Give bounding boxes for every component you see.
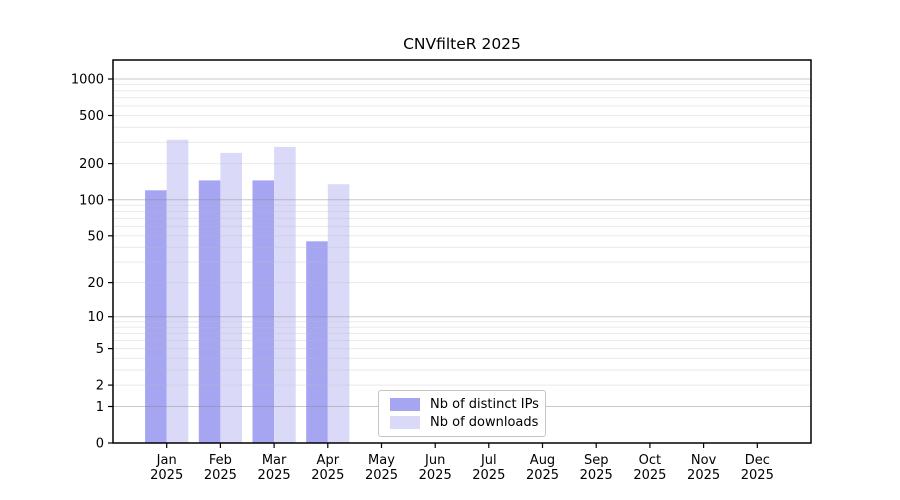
y-tick-label: 2 <box>96 379 104 394</box>
x-tick-label-year: 2025 <box>526 468 559 483</box>
legend-label-distinct-ips: Nb of distinct IPs <box>430 397 539 412</box>
x-tick-label-month: Mar <box>262 453 287 468</box>
x-tick-label-month: Feb <box>209 453 232 468</box>
x-tick-label-year: 2025 <box>419 468 452 483</box>
bar-distinct-ips-feb <box>198 180 221 443</box>
legend-row-distinct-ips: Nb of distinct IPs <box>390 397 539 412</box>
bar-distinct-ips-mar <box>252 180 275 443</box>
legend-swatch-distinct-ips <box>390 398 420 411</box>
x-tick-label-year: 2025 <box>741 468 774 483</box>
y-tick-label: 500 <box>79 109 104 124</box>
y-tick-label: 0 <box>96 437 104 452</box>
x-tick-label-year: 2025 <box>472 468 505 483</box>
bar-downloads-apr <box>327 184 350 443</box>
legend: Nb of distinct IPs Nb of downloads <box>378 390 546 437</box>
x-tick-label-year: 2025 <box>258 468 291 483</box>
y-tick-label: 20 <box>87 276 104 291</box>
x-tick-label-month: Jan <box>156 453 177 468</box>
y-tick-label: 10 <box>87 310 104 325</box>
legend-row-downloads: Nb of downloads <box>390 415 539 430</box>
bar-downloads-mar <box>274 146 296 443</box>
x-tick-label-year: 2025 <box>365 468 398 483</box>
plot-border <box>112 59 812 444</box>
y-tick-label: 1000 <box>71 73 104 88</box>
x-tick-label-year: 2025 <box>687 468 720 483</box>
x-tick-label-month: Sep <box>584 453 609 468</box>
x-tick-label-year: 2025 <box>580 468 613 483</box>
legend-swatch-downloads <box>390 416 420 429</box>
y-tick-label: 100 <box>79 193 104 208</box>
legend-label-downloads: Nb of downloads <box>430 415 539 430</box>
x-tick-label-year: 2025 <box>633 468 666 483</box>
x-tick-label-year: 2025 <box>311 468 344 483</box>
bar-distinct-ips-jan <box>145 190 167 443</box>
x-tick-label-month: Oct <box>639 453 661 468</box>
x-tick-label-month: Aug <box>530 453 555 468</box>
bar-downloads-feb <box>220 152 242 443</box>
x-tick-label-year: 2025 <box>150 468 183 483</box>
x-tick-label-month: Apr <box>317 453 340 468</box>
x-tick-label-month: May <box>368 453 395 468</box>
x-tick-label-month: Nov <box>691 453 717 468</box>
y-tick-label: 1 <box>96 400 104 415</box>
y-tick-label: 5 <box>96 342 104 357</box>
chart-title: CNVfilteR 2025 <box>403 35 521 53</box>
x-tick-label-month: Dec <box>745 453 770 468</box>
x-tick-label-month: Jun <box>424 453 445 468</box>
bar-downloads-jan <box>166 139 189 443</box>
x-tick-label-month: Jul <box>480 453 497 468</box>
y-tick-label: 50 <box>87 229 104 244</box>
bar-distinct-ips-apr <box>306 241 328 443</box>
y-tick-label: 200 <box>79 157 104 172</box>
x-tick-label-year: 2025 <box>204 468 237 483</box>
